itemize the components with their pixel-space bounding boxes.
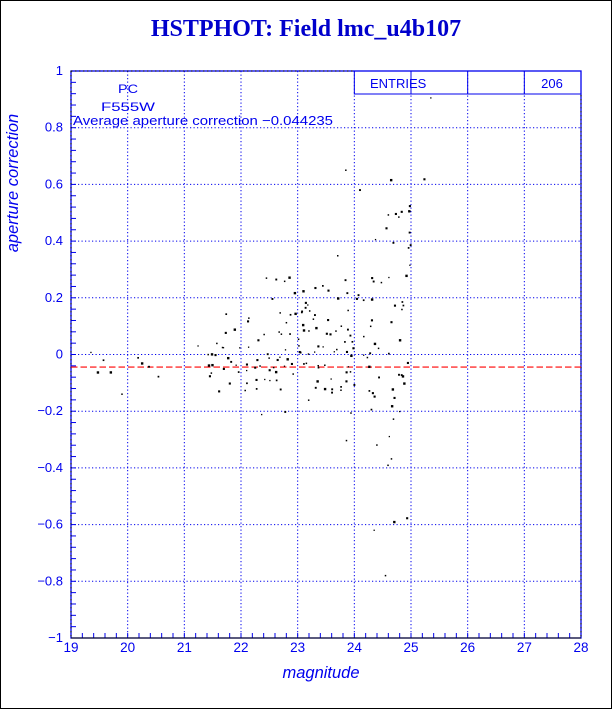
svg-text:−0.4: −0.4 bbox=[37, 460, 63, 475]
svg-text:HSTPHOT: Field lmc_u4b107: HSTPHOT: Field lmc_u4b107 bbox=[151, 16, 461, 42]
svg-text:1: 1 bbox=[56, 63, 63, 78]
svg-text:0.6: 0.6 bbox=[45, 176, 63, 191]
svg-text:22: 22 bbox=[233, 640, 248, 655]
svg-text:0.8: 0.8 bbox=[45, 120, 63, 135]
svg-text:magnitude: magnitude bbox=[282, 664, 359, 682]
svg-text:Average aperture correction −0: Average aperture correction −0.044235 bbox=[73, 113, 333, 128]
svg-text:−1: −1 bbox=[48, 630, 63, 645]
svg-text:24: 24 bbox=[347, 640, 363, 655]
svg-text:−0.8: −0.8 bbox=[37, 573, 63, 588]
svg-text:0.4: 0.4 bbox=[45, 233, 63, 248]
svg-text:0: 0 bbox=[56, 347, 63, 362]
svg-text:F555W: F555W bbox=[101, 100, 156, 114]
svg-text:19: 19 bbox=[63, 640, 78, 655]
svg-text:−0.2: −0.2 bbox=[37, 403, 63, 418]
svg-text:21: 21 bbox=[177, 640, 192, 655]
svg-text:PC: PC bbox=[118, 82, 138, 96]
svg-text:0.2: 0.2 bbox=[45, 290, 63, 305]
svg-text:206: 206 bbox=[541, 76, 563, 91]
svg-text:20: 20 bbox=[120, 640, 135, 655]
svg-text:23: 23 bbox=[290, 640, 305, 655]
svg-text:25: 25 bbox=[403, 640, 418, 655]
svg-text:28: 28 bbox=[573, 640, 588, 655]
svg-text:26: 26 bbox=[460, 640, 475, 655]
svg-text:ENTRIES: ENTRIES bbox=[370, 76, 427, 91]
svg-text:27: 27 bbox=[517, 640, 532, 655]
svg-text:aperture correction: aperture correction bbox=[4, 114, 22, 253]
svg-text:−0.6: −0.6 bbox=[37, 517, 63, 532]
